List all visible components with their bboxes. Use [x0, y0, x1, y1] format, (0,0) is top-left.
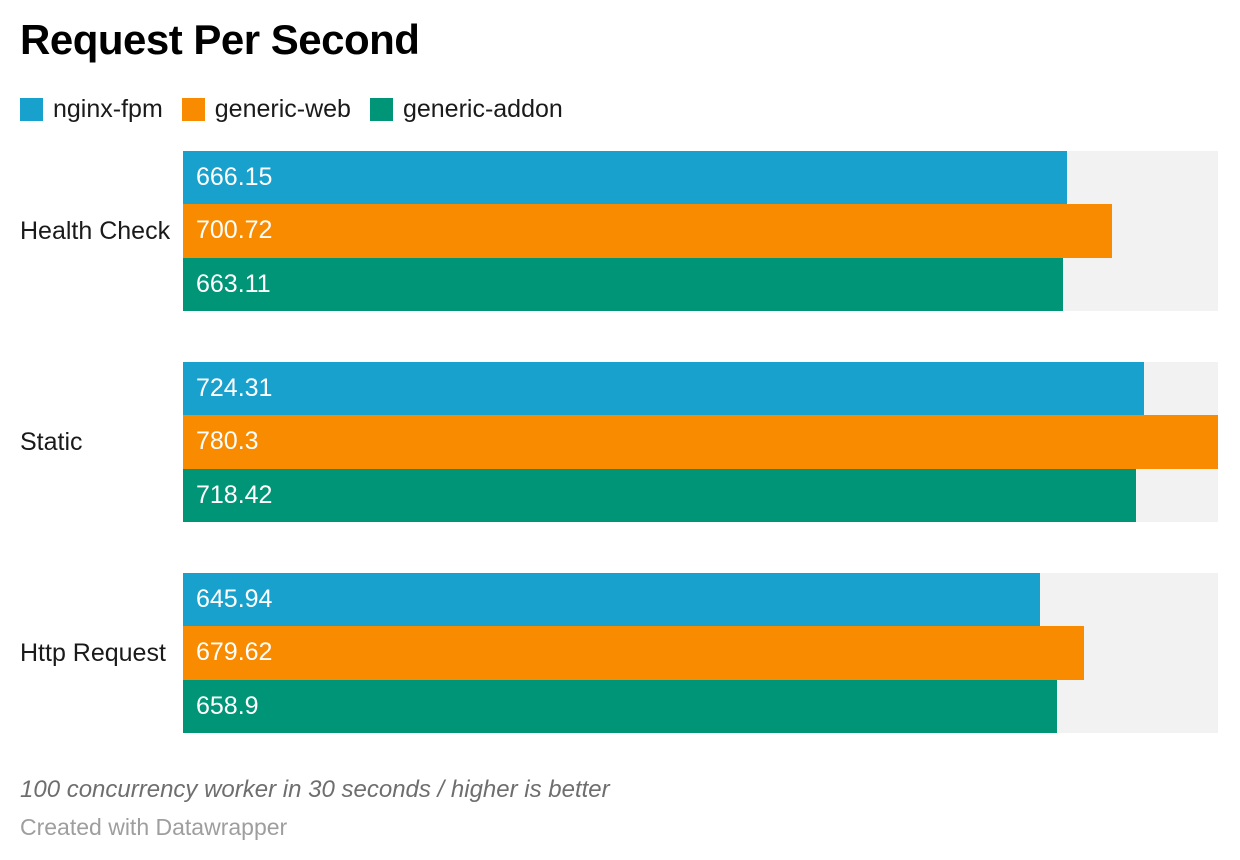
legend-label: generic-web: [214, 95, 351, 123]
bar-value-label: 663.11: [196, 269, 271, 298]
bar-generic-addon: 658.9: [183, 679, 1057, 733]
bar-generic-addon: 663.11: [183, 257, 1063, 311]
category-label: Http Request: [20, 638, 166, 667]
bar-generic-web: 700.72: [183, 204, 1113, 258]
bar-value-label: 780.3: [196, 427, 259, 456]
category-label: Static: [20, 427, 83, 456]
bar-value-label: 724.31: [196, 374, 273, 403]
bar-nginx-fpm: 724.31: [183, 362, 1144, 416]
legend-item-generic-addon: generic-addon: [369, 95, 563, 124]
bar-track: 724.31 780.3 718.42: [183, 362, 1218, 522]
bar-value-label: 700.72: [196, 216, 273, 245]
legend-label: generic-addon: [402, 95, 563, 123]
legend-label: nginx-fpm: [53, 95, 163, 123]
legend-item-nginx-fpm: nginx-fpm: [20, 95, 163, 124]
chart-container: Request Per Second nginx-fpm generic-web g…: [20, 16, 1218, 841]
legend-item-generic-web: generic-web: [181, 95, 351, 124]
bar-track: 645.94 679.62 658.9: [183, 573, 1218, 733]
bar-value-label: 718.42: [196, 480, 273, 509]
bar-nginx-fpm: 666.15: [183, 151, 1067, 205]
bar-nginx-fpm: 645.94: [183, 573, 1040, 627]
bar-generic-web: 679.62: [183, 626, 1085, 680]
bar-chart: Health Check 666.15 700.72 663.11 Static 724.…: [20, 151, 1218, 733]
bar-generic-web: 780.3: [183, 415, 1218, 469]
legend-swatch-generic-web: [181, 98, 205, 121]
datawrapper-attribution-link[interactable]: Created with Datawrapper: [20, 814, 288, 840]
bar-value-label: 645.94: [196, 585, 273, 614]
bar-generic-addon: 718.42: [183, 468, 1136, 522]
chart-title: Request Per Second: [20, 16, 420, 63]
bar-value-label: 679.62: [196, 638, 273, 667]
category-group: Http Request 645.94 679.62 658.9: [20, 573, 1218, 733]
category-group: Health Check 666.15 700.72 663.11: [20, 151, 1218, 311]
category-label: Health Check: [20, 216, 171, 245]
legend: nginx-fpm generic-web generic-addon: [20, 95, 1218, 124]
bar-track: 666.15 700.72 663.11: [183, 151, 1218, 311]
legend-swatch-generic-addon: [369, 98, 393, 121]
bar-value-label: 658.9: [196, 691, 259, 720]
bar-value-label: 666.15: [196, 163, 273, 192]
category-group: Static 724.31 780.3 718.42: [20, 362, 1218, 522]
legend-swatch-nginx-fpm: [20, 98, 43, 121]
chart-note: 100 concurrency worker in 30 seconds / h…: [20, 776, 610, 803]
